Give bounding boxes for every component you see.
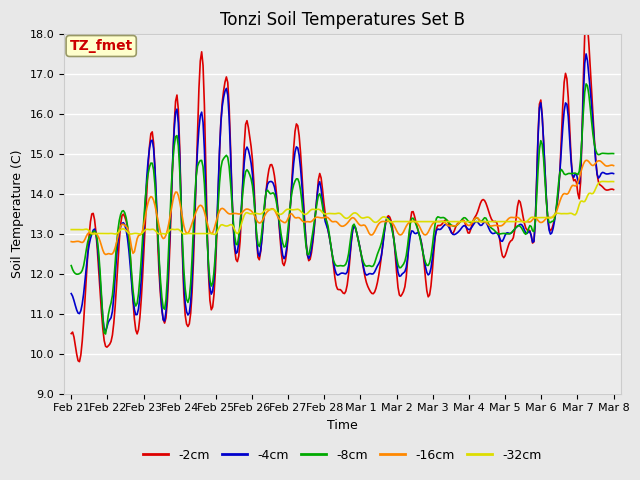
Text: TZ_fmet: TZ_fmet [70, 39, 133, 53]
Y-axis label: Soil Temperature (C): Soil Temperature (C) [11, 149, 24, 278]
Legend: -2cm, -4cm, -8cm, -16cm, -32cm: -2cm, -4cm, -8cm, -16cm, -32cm [138, 444, 547, 467]
Title: Tonzi Soil Temperatures Set B: Tonzi Soil Temperatures Set B [220, 11, 465, 29]
X-axis label: Time: Time [327, 419, 358, 432]
